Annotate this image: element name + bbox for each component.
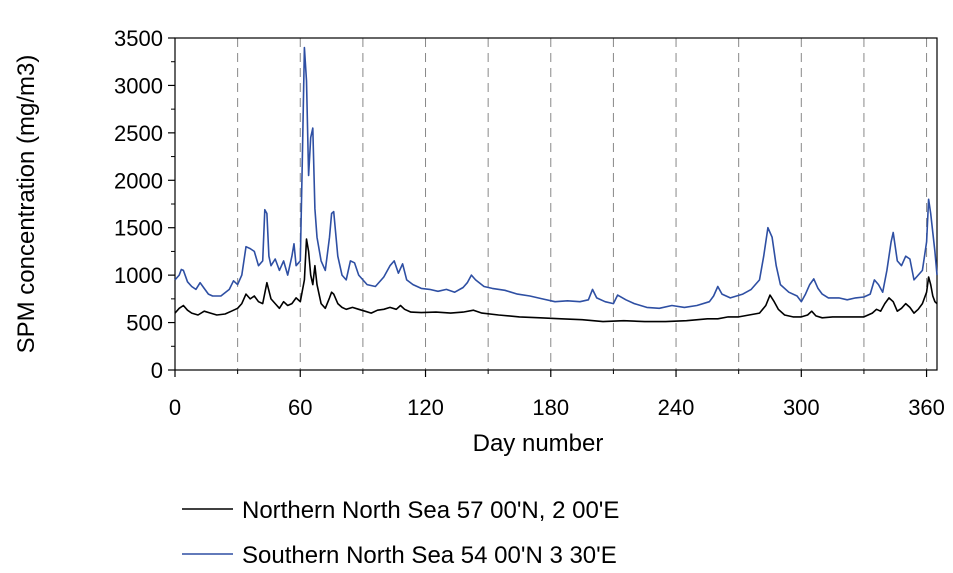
x-tick-label: 120 xyxy=(407,395,444,420)
y-tick-label: 500 xyxy=(126,311,163,336)
series-line-northern xyxy=(174,238,938,323)
x-tick-label: 360 xyxy=(908,395,945,420)
grid-lines xyxy=(237,38,928,370)
y-axis-title: SPM concentration (mg/m3) xyxy=(13,55,40,354)
x-tick-label: 60 xyxy=(288,395,312,420)
x-tick-label: 300 xyxy=(783,395,820,420)
legend-label-northern: Northern North Sea 57 00'N, 2 00'E xyxy=(242,497,619,524)
y-tick-label: 0 xyxy=(151,358,163,383)
y-tick-label: 1000 xyxy=(114,263,163,288)
x-tick-label: 0 xyxy=(169,395,181,420)
y-axis: 0 500 1000 1500 2000 2500 3000 3500 xyxy=(114,26,175,383)
legend: Northern North Sea 57 00'N, 2 00'E South… xyxy=(182,497,619,569)
y-tick-label: 3000 xyxy=(114,73,163,98)
y-tick-label: 1500 xyxy=(114,216,163,241)
y-tick-label: 2500 xyxy=(114,121,163,146)
x-axis: 0 60 120 180 240 300 360 xyxy=(169,370,945,420)
x-axis-title: Day number xyxy=(473,430,604,457)
x-tick-label: 240 xyxy=(658,395,695,420)
plot-area-frame xyxy=(174,37,938,371)
series-layer xyxy=(174,46,938,323)
series-line-southern xyxy=(174,46,938,310)
legend-label-southern: Southern North Sea 54 00'N 3 30'E xyxy=(242,542,617,569)
y-tick-label: 3500 xyxy=(114,26,163,51)
x-tick-label: 180 xyxy=(532,395,569,420)
y-tick-label: 2000 xyxy=(114,168,163,193)
